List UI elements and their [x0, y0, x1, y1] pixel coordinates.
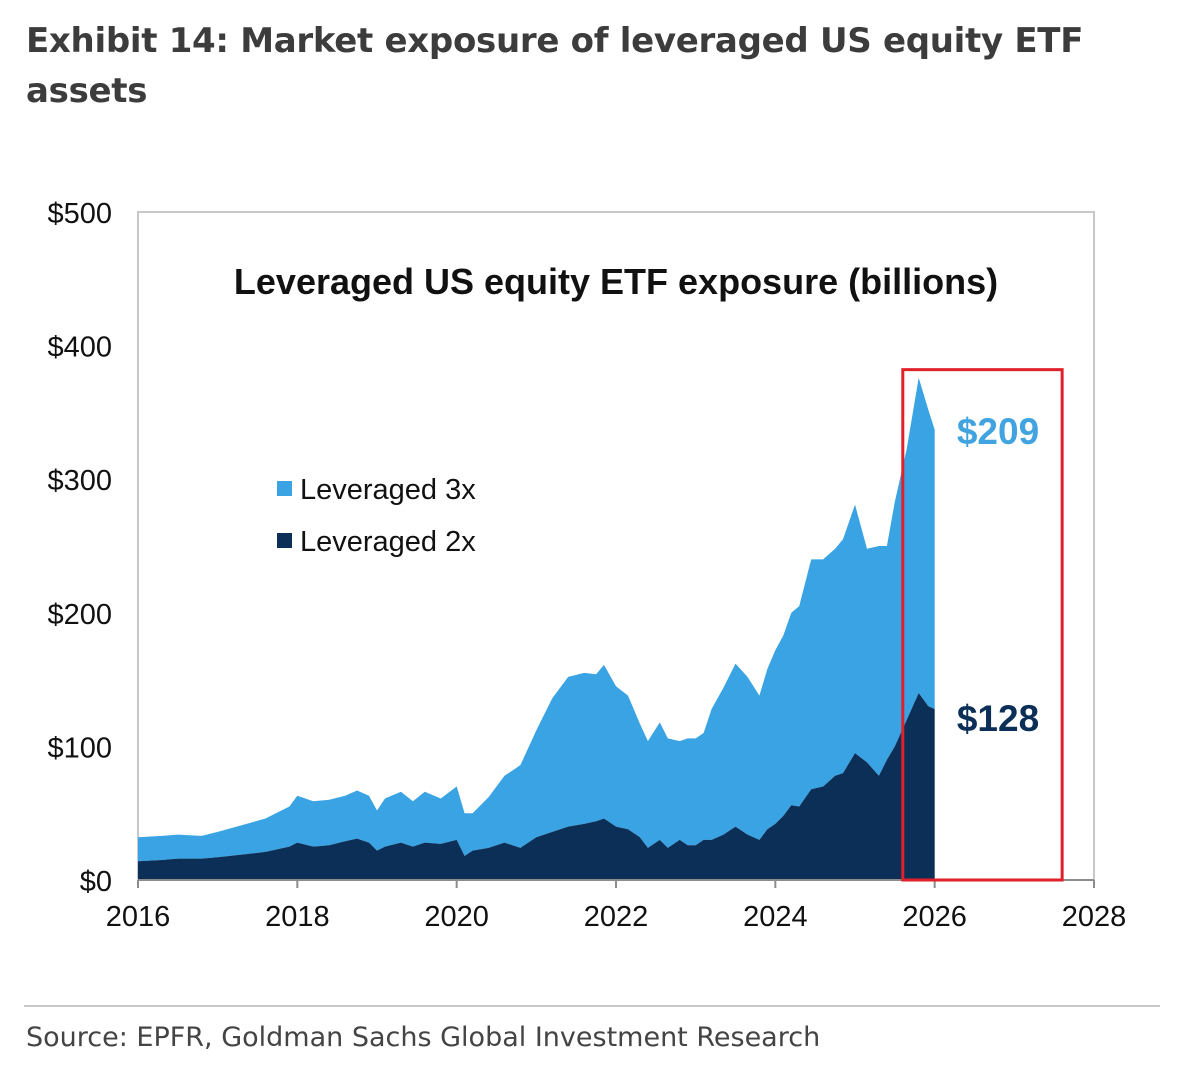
value-label-2x: $128 [957, 698, 1039, 739]
exhibit-title: Exhibit 14: Market exposure of leveraged… [26, 21, 1084, 111]
y-tick-label: $300 [47, 465, 112, 497]
x-tick-label: 2022 [584, 901, 649, 933]
y-tick-label: $0 [80, 866, 112, 898]
legend: Leveraged 3x Leveraged 2x [277, 474, 476, 558]
area-layer [138, 377, 935, 880]
chart-title: Leveraged US equity ETF exposure (billio… [234, 261, 998, 302]
legend-label-3x: Leveraged 3x [300, 474, 476, 506]
highlight-box [901, 368, 1064, 882]
legend-swatch-3x [277, 481, 292, 496]
x-tick-label: 2020 [424, 901, 489, 933]
y-tick-label: $500 [47, 198, 112, 230]
area-leveraged-2x [138, 693, 935, 880]
x-tick-label: 2026 [902, 901, 967, 933]
y-tick-label: $100 [47, 732, 112, 764]
x-tick-label: 2018 [265, 901, 330, 933]
area-leveraged-3x [138, 377, 935, 862]
x-tick-label: 2024 [743, 901, 808, 933]
value-label-3x: $209 [957, 411, 1039, 452]
axis-layer: 2016 2018 2020 2022 2024 2026 2028 $0 $100 $200 $3… [47, 198, 1126, 933]
y-tick-label: $400 [47, 332, 112, 364]
x-tick-label: 2016 [106, 901, 171, 933]
chart: 2016 2018 2020 2022 2024 2026 2028 $0 $100 $200 $3… [47, 198, 1126, 933]
x-tick-label: 2028 [1062, 901, 1127, 933]
legend-label-2x: Leveraged 2x [300, 526, 476, 558]
legend-swatch-2x [277, 533, 292, 548]
y-tick-label: $200 [47, 599, 112, 631]
source-divider [24, 1005, 1160, 1007]
source-note: Source: EPFR, Goldman Sachs Global Inves… [26, 1022, 821, 1053]
